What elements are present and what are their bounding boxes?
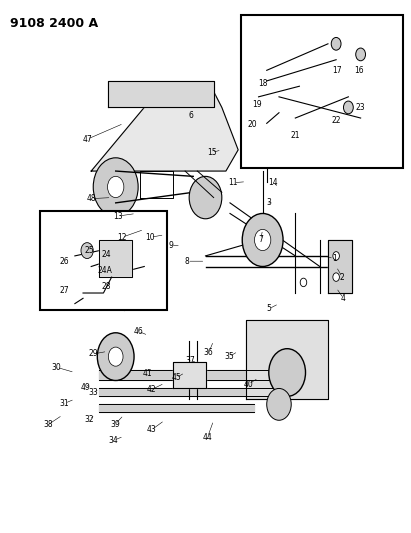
Text: 46: 46 [133,327,143,336]
Text: 35: 35 [224,352,234,361]
Text: 43: 43 [147,425,157,434]
Polygon shape [91,92,238,171]
Text: 6: 6 [189,111,194,120]
Text: 42: 42 [147,385,157,394]
Circle shape [356,48,365,61]
Circle shape [109,347,123,366]
Text: 27: 27 [60,286,69,295]
Circle shape [267,389,291,420]
Text: 39: 39 [110,420,120,429]
Text: 13: 13 [113,212,122,221]
Text: 41: 41 [143,369,152,378]
Circle shape [189,176,222,219]
Text: 8: 8 [185,257,189,265]
Circle shape [269,349,305,397]
Circle shape [300,278,307,287]
Polygon shape [99,240,132,277]
Text: 48: 48 [86,194,96,203]
Text: 7: 7 [258,236,263,245]
Text: 20: 20 [248,120,257,129]
Text: 34: 34 [109,436,118,445]
Text: 2: 2 [340,272,345,281]
Text: 22: 22 [331,116,341,125]
Text: 17: 17 [332,66,342,75]
Circle shape [97,333,134,381]
Text: 26: 26 [60,257,69,265]
Text: 29: 29 [88,350,98,359]
Bar [40,211,167,310]
Polygon shape [328,240,353,293]
Circle shape [81,243,93,259]
Text: 40: 40 [243,379,253,389]
Text: 30: 30 [52,363,61,372]
Circle shape [333,273,339,281]
Circle shape [331,37,341,50]
Text: 14: 14 [268,178,278,187]
Text: 44: 44 [203,433,212,442]
Text: 45: 45 [171,373,181,382]
Circle shape [254,229,271,251]
Circle shape [93,158,138,216]
Text: 15: 15 [207,148,217,157]
Circle shape [108,176,124,198]
Text: 36: 36 [204,348,214,357]
Text: 18: 18 [258,79,268,88]
Polygon shape [173,362,206,389]
Circle shape [333,252,339,260]
Text: 3: 3 [266,198,271,207]
Circle shape [242,214,283,266]
Text: 24: 24 [102,251,111,260]
Text: 37: 37 [185,357,195,366]
Text: 19: 19 [252,100,261,109]
Text: 28: 28 [102,282,111,291]
Text: 16: 16 [354,66,363,75]
Text: 49: 49 [80,383,90,392]
Text: 9: 9 [169,241,173,250]
Circle shape [344,101,353,114]
Text: 38: 38 [44,420,53,429]
Text: 11: 11 [229,178,238,187]
Polygon shape [246,319,328,399]
Text: 12: 12 [117,233,127,242]
Polygon shape [108,81,214,108]
Text: 32: 32 [84,415,94,424]
Text: 1: 1 [332,254,337,263]
Text: 33: 33 [89,388,99,397]
Text: 23: 23 [356,103,365,112]
Text: 4: 4 [341,294,346,303]
Polygon shape [99,405,254,413]
Polygon shape [99,370,296,381]
Text: 5: 5 [266,304,271,313]
Text: 21: 21 [291,131,300,140]
Text: 24A: 24A [97,266,112,275]
Text: 31: 31 [60,399,69,408]
Text: 25: 25 [84,246,94,255]
Bar [241,14,404,168]
Text: 47: 47 [82,135,92,144]
Text: 10: 10 [145,233,155,242]
Text: 9108 2400 A: 9108 2400 A [9,17,98,30]
Polygon shape [99,389,279,397]
